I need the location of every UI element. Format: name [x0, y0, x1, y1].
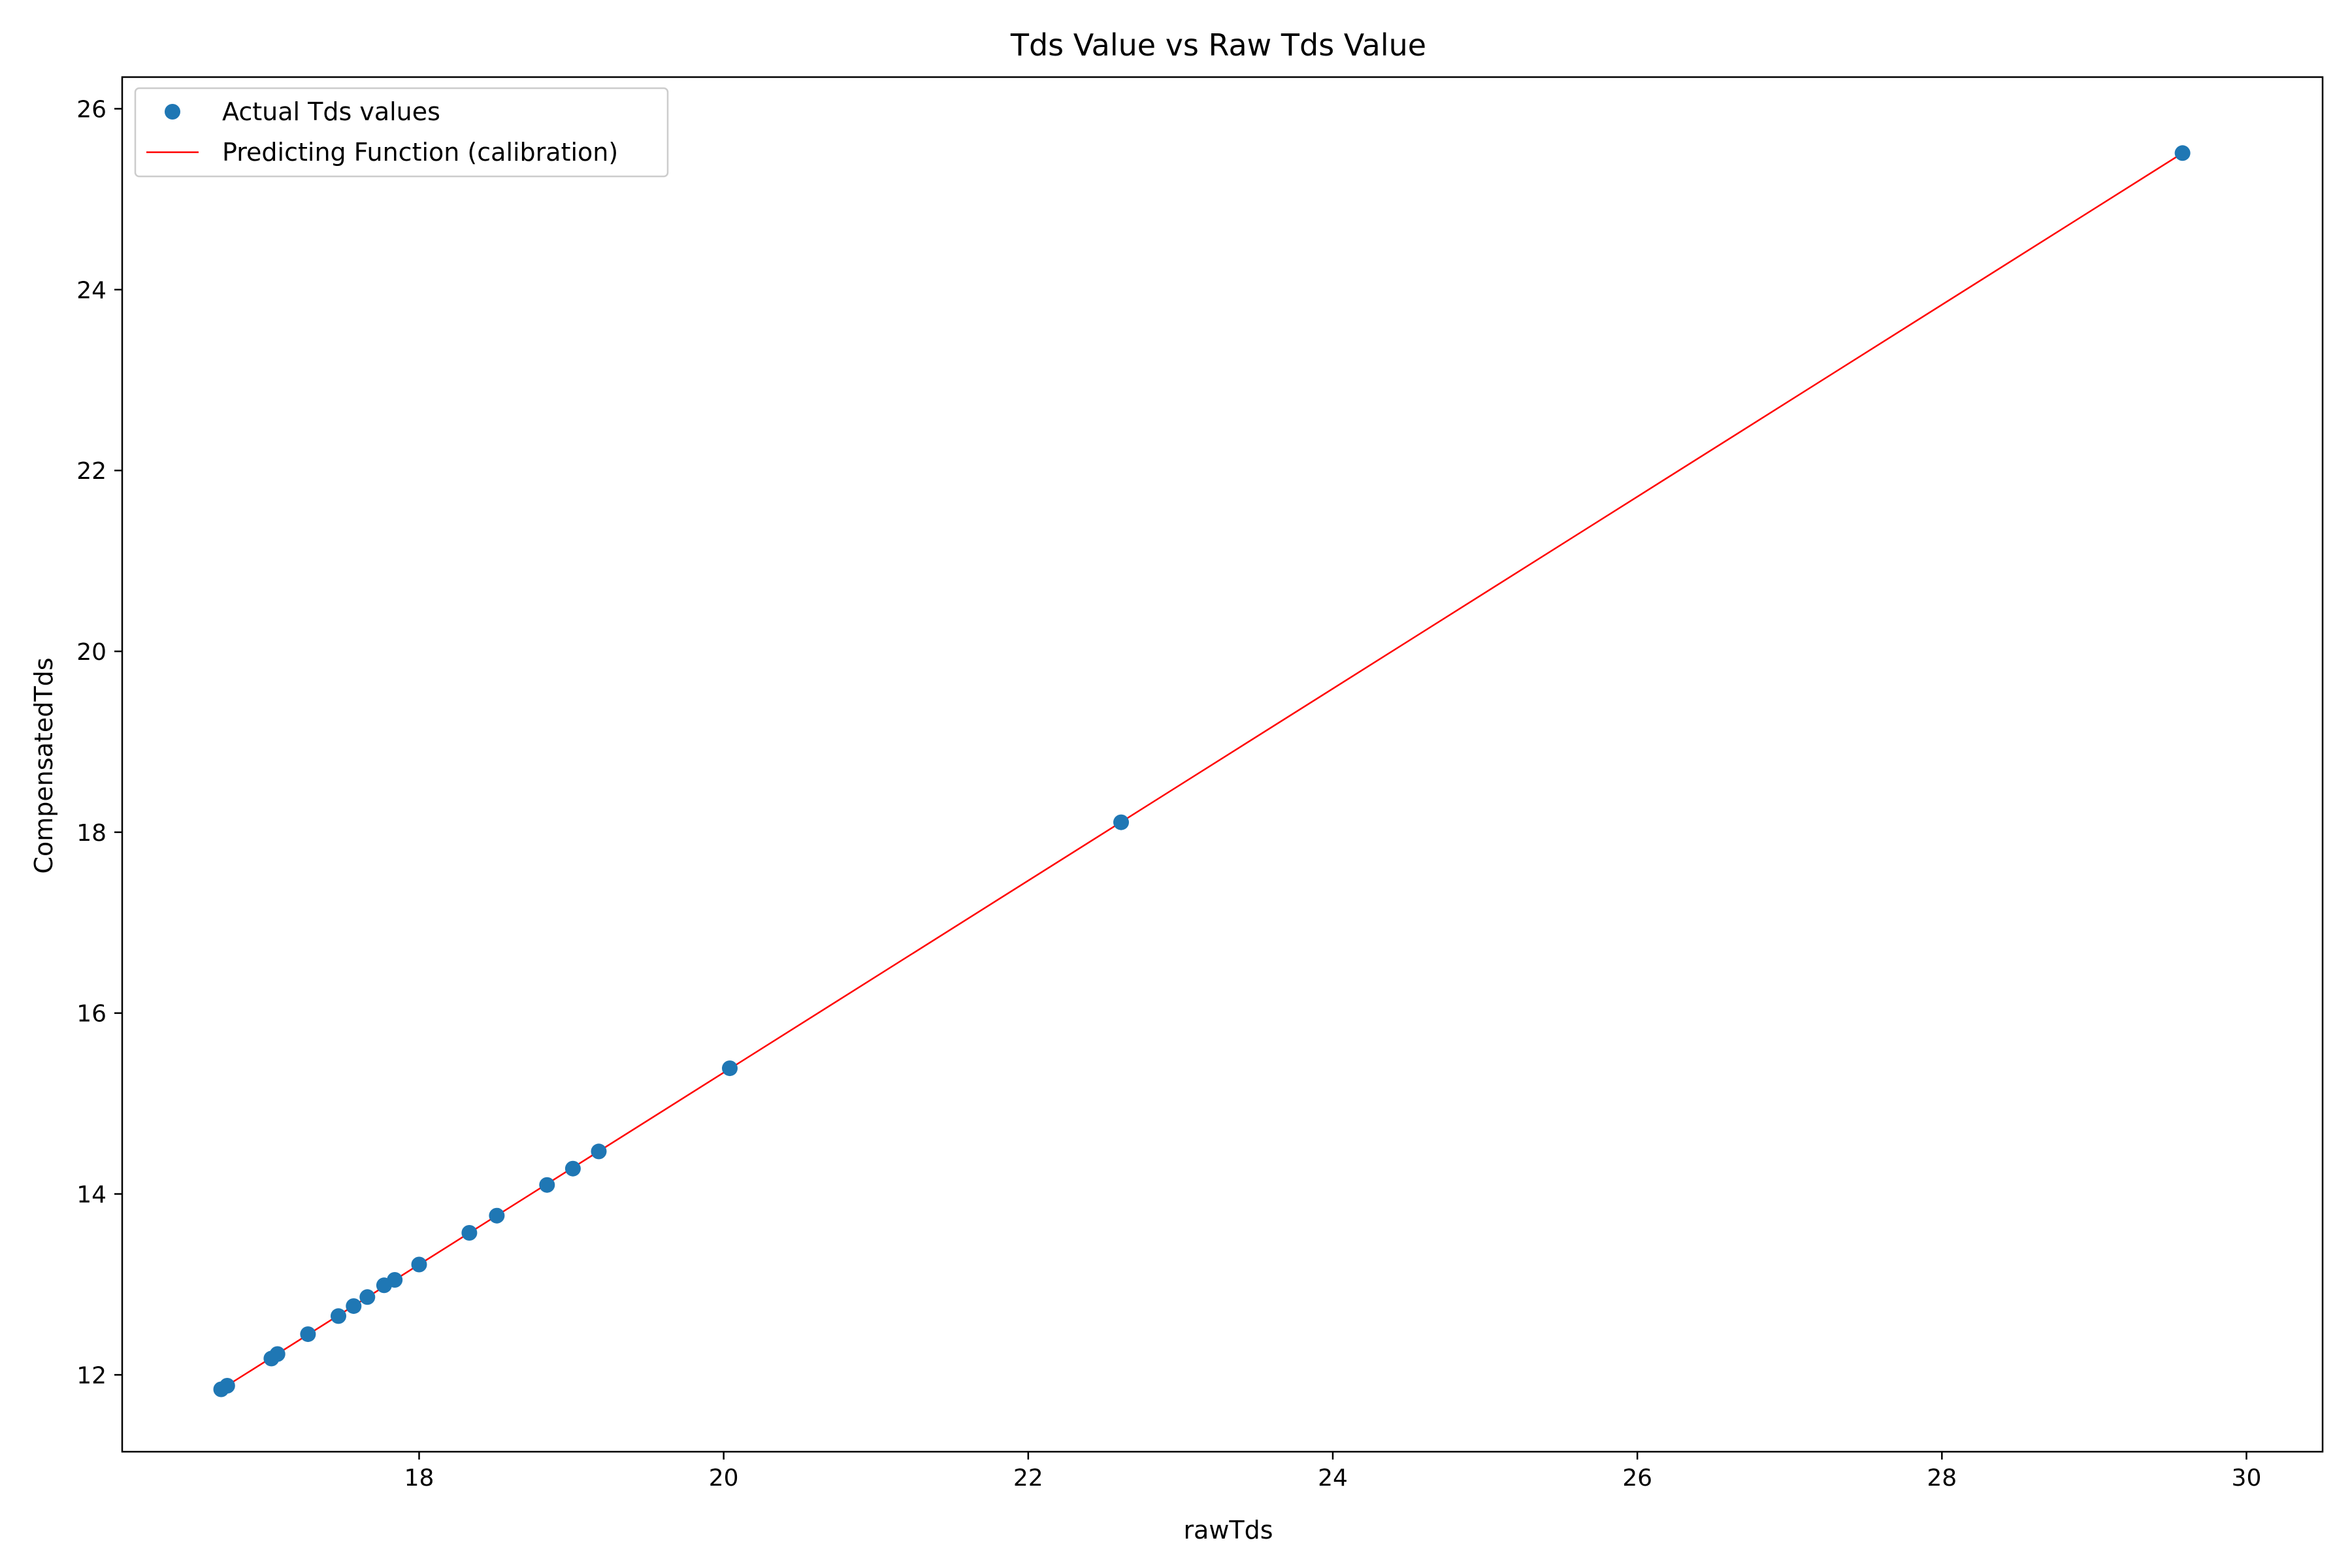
x-tick-label: 18 — [404, 1465, 434, 1492]
legend-label: Predicting Function (calibration) — [222, 138, 618, 167]
scatter-point — [1113, 814, 1129, 830]
chart-title: Tds Value vs Raw Tds Value — [1010, 27, 1426, 63]
plot-frame — [121, 76, 2324, 1453]
y-tick-label: 22 — [76, 458, 106, 485]
x-axis: 18 20 22 24 26 28 30 — [404, 1452, 2262, 1492]
legend: Actual Tds values Predicting Function (ca… — [134, 87, 669, 178]
legend-label: Actual Tds values — [222, 97, 440, 126]
legend-box — [134, 87, 669, 178]
x-tick-label: 24 — [1318, 1465, 1348, 1492]
scatter-point — [489, 1207, 505, 1224]
scatter-point — [219, 1378, 235, 1394]
x-tick-label: 30 — [2232, 1465, 2262, 1492]
x-axis-label: rawTds — [1183, 1516, 1273, 1544]
y-tick-label: 24 — [76, 277, 106, 304]
scatter-point — [300, 1326, 316, 1343]
plot-area — [121, 76, 2324, 1453]
scatter-point — [269, 1346, 286, 1362]
y-tick-label: 20 — [76, 639, 106, 666]
x-tick-label: 20 — [709, 1465, 739, 1492]
scatter-point — [591, 1143, 607, 1160]
x-tick-label: 22 — [1013, 1465, 1043, 1492]
x-tick-label: 28 — [1927, 1465, 1957, 1492]
scatter-point — [359, 1289, 376, 1305]
scatter-point — [331, 1308, 346, 1324]
scatter-point — [387, 1272, 403, 1288]
y-tick-label: 18 — [76, 820, 106, 847]
scatter-point — [411, 1256, 427, 1273]
scatter-point — [722, 1060, 738, 1077]
y-axis-label: CompensatedTds — [29, 658, 58, 874]
y-tick-label: 26 — [76, 96, 106, 123]
scatter-point — [2174, 145, 2191, 161]
scatter-point — [346, 1298, 362, 1315]
legend-marker-actual-tds — [165, 104, 180, 120]
y-axis: 12 14 16 18 20 22 24 26 — [76, 96, 122, 1389]
y-tick-label: 16 — [76, 1001, 106, 1028]
y-tick-label: 12 — [76, 1362, 106, 1389]
scatter-point — [564, 1160, 581, 1177]
scatter-point — [539, 1177, 555, 1193]
scatter-point — [461, 1225, 478, 1241]
x-tick-label: 26 — [1622, 1465, 1652, 1492]
y-tick-label: 14 — [76, 1182, 106, 1209]
